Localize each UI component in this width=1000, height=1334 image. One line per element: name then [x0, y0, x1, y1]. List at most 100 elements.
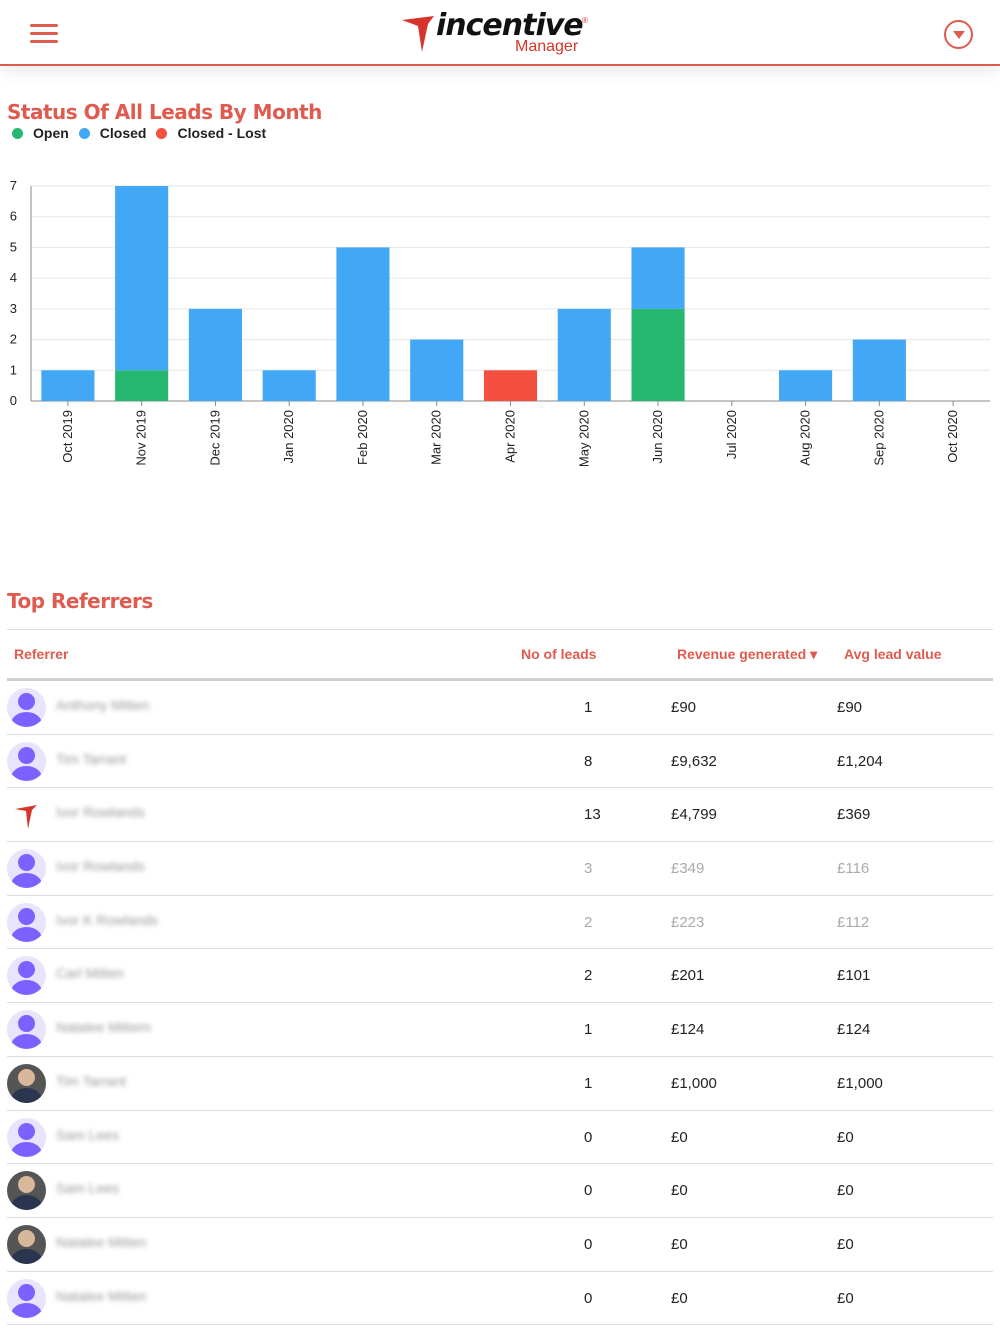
header-no-of-leads[interactable]: No of leads [521, 646, 597, 662]
avatar [7, 902, 46, 942]
table-row[interactable]: Sam Lees 0 £0 £0 [7, 1111, 993, 1165]
leads-count: 8 [584, 752, 593, 770]
table-row[interactable]: Ivor Rowlands 3 £349 £116 [7, 842, 993, 896]
referrer-name: Natalee Mittern [56, 1019, 151, 1036]
header-revenue-label: Revenue generated [677, 646, 807, 662]
y-tick-label: 4 [10, 270, 17, 285]
logo-registered-mark: ® [582, 16, 588, 25]
leads-bar-chart: 0 1 2 3 4 5 6 7 Oct 2019 Nov 2019 Dec 2019 Jan 2020… [10, 178, 990, 467]
leads-count: 1 [584, 1021, 593, 1039]
leads-count: 0 [584, 1128, 593, 1146]
logo-subtitle: Manager [515, 38, 579, 55]
y-tick-label: 1 [10, 362, 17, 377]
y-tick-label: 7 [10, 178, 17, 193]
avg-lead-value: £369 [837, 806, 871, 824]
chart-legend: Open Closed Closed - Lost [12, 125, 276, 141]
legend-label-closed-lost: Closed - Lost [177, 125, 267, 141]
leads-count: 0 [584, 1289, 593, 1307]
header-avg-lead-value[interactable]: Avg lead value [844, 646, 942, 662]
avg-lead-value: £0 [837, 1289, 854, 1307]
brand-logo-icon [15, 805, 37, 830]
legend-item-closed: Closed [78, 125, 147, 141]
legend-dot-open [12, 127, 23, 139]
leads-count: 13 [584, 806, 601, 824]
chart-title: Status Of All Leads By Month [7, 100, 322, 124]
leads-count: 1 [584, 699, 593, 716]
table-row[interactable]: Sam Lees 0 £0 £0 [7, 1164, 993, 1218]
logo-wordmark: incentive [436, 8, 584, 43]
x-tick-label: Aug 2020 [798, 410, 813, 466]
table-row[interactable]: Natalee Mitten 0 £0 £0 [7, 1218, 993, 1272]
avatar [7, 1224, 46, 1264]
revenue-value: £201 [671, 967, 705, 985]
avatar [7, 1010, 46, 1050]
bar-closed [262, 370, 316, 401]
bar-closed [115, 186, 169, 371]
bar-closed [336, 247, 390, 401]
avg-lead-value: £124 [837, 1021, 871, 1039]
avg-lead-value: £101 [837, 967, 871, 985]
legend-label-open: Open [33, 125, 69, 141]
table-row[interactable]: Tim Tarrant 8 £9,632 £1,204 [7, 735, 993, 789]
legend-label-closed: Closed [99, 125, 147, 141]
leads-count: 0 [584, 1235, 593, 1253]
table-row[interactable]: Natalee Mittern 1 £124 £124 [7, 1003, 993, 1057]
revenue-value: £0 [671, 1289, 688, 1307]
avg-lead-value: £0 [837, 1128, 854, 1146]
referrer-name: Tim Tarrant [56, 1072, 127, 1089]
avg-lead-value: £116 [837, 860, 870, 878]
avg-lead-value: £0 [837, 1182, 854, 1200]
x-tick-label: Mar 2020 [429, 410, 444, 465]
table-row[interactable]: Natalee Mitten 0 £0 £0 [7, 1272, 993, 1326]
header-revenue-generated[interactable]: Revenue generated ▾ [677, 646, 817, 663]
x-tick-label: Dec 2019 [207, 410, 222, 466]
x-tick-label: Sep 2020 [871, 410, 886, 466]
referrer-name: Anthony Mitten [56, 697, 150, 713]
y-tick-label: 0 [10, 393, 17, 408]
bar-closed-lost [483, 370, 538, 401]
dropdown-toggle-icon[interactable] [944, 20, 973, 49]
incentive-manager-logo: incentive ® Manager [400, 8, 600, 60]
legend-item-open: Open [12, 125, 69, 141]
bar-closed [557, 308, 611, 401]
x-tick-label: Oct 2019 [60, 410, 75, 463]
revenue-value: £4,799 [671, 806, 717, 824]
revenue-value: £223 [671, 913, 705, 931]
avg-lead-value: £1,000 [837, 1074, 883, 1092]
table-row[interactable]: Tim Tarrant 1 £1,000 £1,000 [7, 1057, 993, 1111]
bar-closed [410, 339, 464, 401]
table-row[interactable]: Carl Mitten 2 £201 £101 [7, 949, 993, 1004]
revenue-value: £0 [671, 1235, 688, 1253]
bar-open [115, 370, 169, 401]
bar-closed [779, 370, 833, 401]
referrers-table: Referrer No of leads Revenue generated ▾… [7, 629, 993, 1326]
x-tick-label: Jul 2020 [724, 410, 739, 459]
revenue-value: £124 [671, 1021, 705, 1039]
table-body: Anthony Mitten 1 £90 £90 Tim Tarrant 8 £9,632 £… [7, 681, 993, 1326]
referrer-name: Sam Lees [56, 1180, 120, 1197]
avatar [7, 795, 46, 835]
hamburger-menu-icon[interactable] [30, 24, 58, 44]
avatar [7, 849, 46, 889]
x-tick-label: Jan 2020 [281, 410, 296, 464]
legend-dot-closed [78, 127, 90, 139]
x-tick-label: Feb 2020 [355, 410, 370, 465]
bar-open [631, 308, 685, 401]
y-tick-label: 5 [10, 239, 17, 254]
table-row[interactable]: Anthony Mitten 1 £90 £90 [7, 681, 993, 735]
header-referrer[interactable]: Referrer [14, 646, 69, 662]
x-tick-label: Apr 2020 [503, 410, 518, 463]
avatar [7, 1278, 46, 1318]
x-tick-label: Nov 2019 [134, 410, 149, 466]
referrers-title: Top Referrers [7, 589, 153, 613]
avatar [7, 688, 46, 727]
referrer-name: Sam Lees [56, 1126, 120, 1143]
sort-down-icon: ▾ [810, 646, 818, 662]
x-tick-label: Oct 2020 [945, 410, 960, 463]
revenue-value: £0 [671, 1128, 688, 1146]
leads-count: 2 [584, 913, 593, 931]
table-row[interactable]: Ivor Rowlands 13 £4,799 £369 [7, 788, 993, 843]
referrer-name: Natalee Mitten [56, 1287, 147, 1304]
table-row[interactable]: Ivor K Rowlands 2 £223 £112 [7, 896, 993, 950]
avg-lead-value: £1,204 [837, 752, 883, 770]
